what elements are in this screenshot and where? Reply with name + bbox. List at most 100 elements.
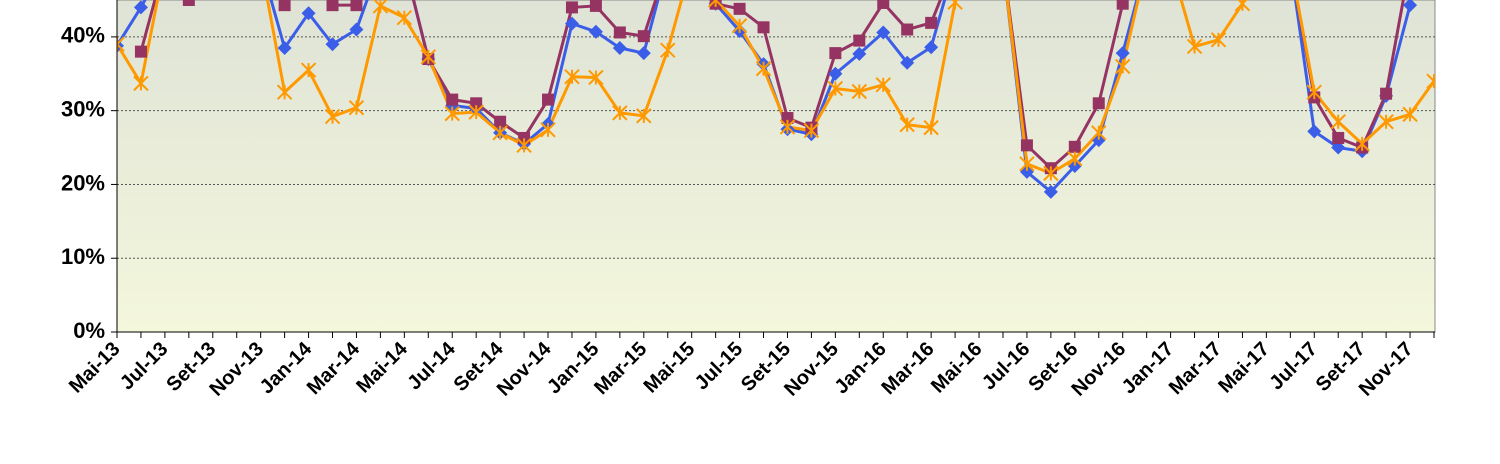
marker bbox=[733, 2, 746, 15]
marker bbox=[779, 119, 796, 135]
marker bbox=[276, 84, 293, 100]
marker bbox=[636, 108, 652, 124]
marker bbox=[1116, 0, 1129, 10]
marker bbox=[494, 115, 507, 128]
marker bbox=[300, 62, 317, 78]
series-line bbox=[117, 0, 1435, 176]
plot-area bbox=[116, 0, 1436, 333]
marker bbox=[133, 0, 148, 15]
marker bbox=[1043, 184, 1058, 199]
marker bbox=[348, 100, 365, 116]
marker bbox=[781, 112, 794, 125]
marker bbox=[564, 69, 580, 85]
marker bbox=[516, 137, 532, 154]
marker bbox=[1115, 58, 1131, 75]
marker bbox=[1306, 84, 1322, 100]
marker bbox=[542, 93, 555, 106]
marker bbox=[731, 18, 748, 34]
marker bbox=[947, 0, 963, 10]
x-tick-label: Nov-15 bbox=[780, 338, 843, 401]
marker bbox=[182, 0, 195, 6]
marker bbox=[1115, 46, 1130, 61]
x-tick-label: Mai-16 bbox=[927, 338, 987, 398]
marker bbox=[757, 21, 770, 34]
marker bbox=[325, 37, 340, 52]
x-tick-label: Nov-16 bbox=[1068, 338, 1131, 401]
marker bbox=[755, 60, 772, 77]
marker bbox=[277, 40, 292, 55]
marker bbox=[899, 116, 915, 133]
marker bbox=[900, 55, 915, 70]
marker bbox=[637, 30, 650, 43]
y-tick-label: 10% bbox=[61, 244, 105, 269]
marker bbox=[1019, 156, 1035, 172]
marker bbox=[444, 105, 460, 122]
y-tick-label: 40% bbox=[61, 23, 105, 48]
marker bbox=[612, 105, 628, 121]
x-tick-label: Jan-16 bbox=[830, 338, 890, 398]
marker bbox=[589, 0, 602, 12]
marker bbox=[324, 108, 341, 125]
marker bbox=[923, 119, 939, 136]
marker bbox=[350, 0, 363, 12]
marker bbox=[853, 34, 866, 47]
x-tick-label: Mar-16 bbox=[878, 338, 939, 399]
marker bbox=[1378, 114, 1394, 130]
marker bbox=[877, 0, 890, 9]
marker bbox=[1234, 0, 1251, 12]
marker bbox=[540, 122, 556, 138]
marker bbox=[134, 45, 147, 58]
marker bbox=[924, 40, 939, 55]
x-tick-label: Mai-13 bbox=[65, 338, 125, 398]
marker bbox=[1020, 139, 1033, 152]
marker bbox=[588, 69, 604, 86]
marker bbox=[396, 9, 413, 26]
marker bbox=[372, 0, 389, 14]
marker bbox=[1043, 165, 1059, 182]
marker bbox=[1403, 0, 1418, 13]
marker bbox=[829, 47, 842, 60]
marker bbox=[1186, 38, 1203, 55]
x-tick-label: Jan-17 bbox=[1118, 338, 1178, 398]
marker bbox=[349, 22, 364, 37]
marker bbox=[1331, 140, 1346, 155]
marker bbox=[133, 75, 149, 92]
x-tick-label: Jul-16 bbox=[978, 338, 1034, 394]
marker bbox=[612, 40, 627, 55]
marker bbox=[117, 36, 125, 52]
marker bbox=[420, 49, 436, 65]
marker bbox=[851, 83, 868, 100]
marker bbox=[588, 24, 603, 39]
marker bbox=[1402, 106, 1418, 123]
x-tick-label: Jul-13 bbox=[116, 338, 172, 394]
marker bbox=[1092, 97, 1105, 110]
marker bbox=[901, 23, 914, 36]
marker bbox=[1307, 124, 1322, 139]
marker bbox=[852, 46, 867, 61]
x-tick-label: Nov-13 bbox=[205, 338, 268, 401]
marker bbox=[827, 80, 844, 97]
marker bbox=[1210, 32, 1227, 48]
marker bbox=[470, 97, 483, 110]
y-tick-label: 0% bbox=[73, 318, 105, 343]
x-tick-label: Mar-14 bbox=[303, 337, 365, 399]
x-tick-label: Jul-14 bbox=[403, 337, 460, 394]
marker bbox=[1330, 114, 1346, 130]
x-tick-label: Nov-17 bbox=[1355, 338, 1418, 401]
x-tick-label: Jul-17 bbox=[1265, 338, 1321, 394]
marker bbox=[660, 42, 676, 58]
marker bbox=[326, 0, 339, 12]
marker bbox=[828, 66, 843, 81]
marker bbox=[492, 125, 508, 141]
x-tick-label: Mar-15 bbox=[590, 338, 651, 399]
marker bbox=[564, 16, 579, 31]
marker bbox=[613, 26, 626, 39]
marker bbox=[468, 104, 484, 120]
marker bbox=[1332, 131, 1345, 144]
x-tick-label: Nov-14 bbox=[493, 337, 556, 400]
marker bbox=[301, 6, 316, 21]
marker bbox=[875, 77, 891, 93]
marker bbox=[565, 1, 578, 14]
x-tick-label: Jan-15 bbox=[543, 338, 603, 398]
